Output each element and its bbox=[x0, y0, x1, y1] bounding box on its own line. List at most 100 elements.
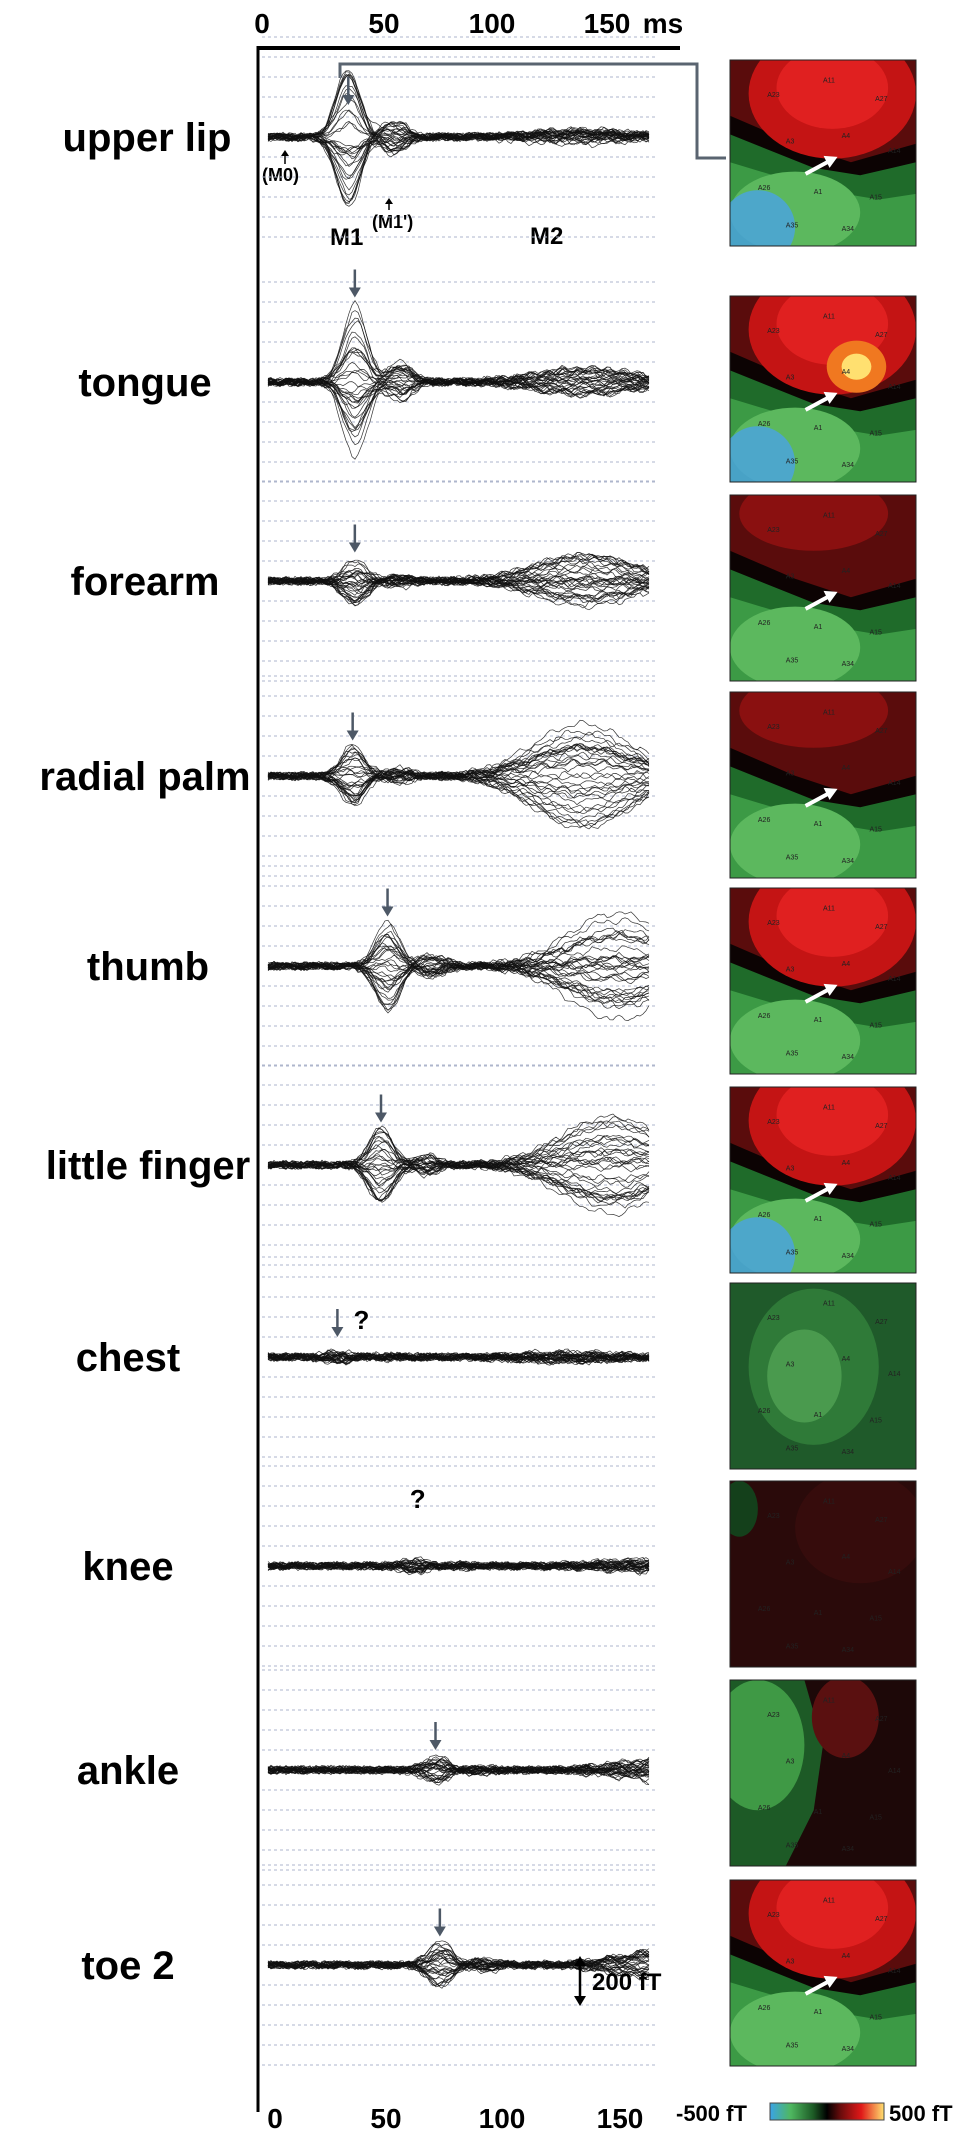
colorbar: -500 fT 500 fT bbox=[676, 2101, 953, 2126]
peak-arrow-head bbox=[331, 1327, 344, 1337]
field-map-tongue: A23 A11 A27 A3 A4 A14 A26 A1 A15 A35 A34 bbox=[729, 295, 917, 483]
map-blob bbox=[730, 1217, 796, 1273]
dipole-arrow-head bbox=[823, 1975, 838, 1988]
dipole-arrow-head bbox=[823, 590, 838, 603]
electrode-label: A35 bbox=[786, 458, 799, 465]
electrode-label: A1 bbox=[814, 1809, 823, 1816]
electrode-label: A4 bbox=[842, 1554, 851, 1561]
uncertain-peak-question: ? bbox=[410, 1484, 426, 1514]
field-map-palm: A23 A11 A27 A3 A4 A14 A26 A1 A15 A35 A34 bbox=[729, 691, 917, 879]
peak-arrow-head bbox=[346, 730, 359, 741]
electrode-label: A35 bbox=[786, 1050, 799, 1057]
electrode-label: A4 bbox=[842, 765, 851, 772]
electrode-label: A11 bbox=[823, 512, 835, 519]
peak-arrow-head bbox=[429, 1740, 442, 1750]
electrode-label: A27 bbox=[875, 924, 888, 931]
trace bbox=[267, 573, 650, 604]
trace bbox=[267, 923, 650, 974]
trace bbox=[267, 1951, 649, 1980]
peak-arrow-head bbox=[348, 287, 361, 298]
bottom-tick-100: 100 bbox=[479, 2103, 526, 2130]
annotation-m2: M2 bbox=[530, 223, 563, 250]
trace-bundle bbox=[267, 70, 650, 207]
electrode-label: A15 bbox=[870, 630, 883, 637]
electrode-label: A34 bbox=[842, 1253, 855, 1260]
trace bbox=[267, 935, 650, 1009]
peak-arrow-head bbox=[342, 95, 355, 105]
trace bbox=[267, 299, 650, 390]
field-map-forearm: A23 A11 A27 A3 A4 A14 A26 A1 A15 A35 A34 bbox=[729, 494, 917, 682]
meg-traces bbox=[267, 70, 650, 1989]
trace bbox=[267, 772, 650, 826]
trace-bundle bbox=[267, 299, 650, 460]
dipole-arrow-head bbox=[823, 787, 838, 800]
electrode-label: A1 bbox=[814, 821, 823, 828]
gridlines bbox=[262, 36, 655, 2066]
electrode-label: A3 bbox=[786, 1560, 795, 1567]
electrode-label: A11 bbox=[823, 1300, 835, 1307]
electrode-label: A27 bbox=[875, 1517, 888, 1524]
electrode-label: A34 bbox=[842, 858, 855, 865]
map-blob bbox=[795, 1481, 916, 1584]
trace bbox=[267, 317, 650, 387]
trace bbox=[267, 120, 650, 141]
annotation-m1-prime: (M1') bbox=[372, 212, 413, 232]
peak-arrow-head bbox=[381, 906, 394, 917]
electrode-label: A26 bbox=[758, 421, 771, 428]
electrode-label: A15 bbox=[870, 1222, 883, 1229]
bottom-tick-0: 0 bbox=[267, 2103, 283, 2130]
field-maps: A23 A11 A27 A3 A4 A14 A26 A1 A15 A35 A34 A23 A11 A27 A… bbox=[729, 59, 917, 2067]
electrode-label: A1 bbox=[814, 1412, 823, 1419]
map-blob bbox=[730, 1680, 805, 1811]
bottom-tick-150: 150 bbox=[597, 2103, 644, 2130]
electrode-label: A1 bbox=[814, 2009, 823, 2016]
electrode-label: A26 bbox=[758, 1013, 771, 1020]
trace-bundle bbox=[267, 1556, 650, 1576]
map-blob bbox=[841, 353, 872, 380]
trace bbox=[267, 1349, 650, 1365]
electrode-label: A11 bbox=[823, 1498, 835, 1505]
electrode-label: A26 bbox=[758, 1408, 771, 1415]
row-label: ankle bbox=[77, 1749, 179, 1793]
electrode-label: A27 bbox=[875, 96, 888, 103]
electrode-label: A35 bbox=[786, 222, 799, 229]
dipole-arrow-head bbox=[823, 155, 838, 168]
electrode-label: A27 bbox=[875, 1123, 888, 1130]
electrode-label: A3 bbox=[786, 1959, 795, 1966]
electrode-label: A11 bbox=[823, 1697, 835, 1704]
electrode-label: A35 bbox=[786, 1842, 799, 1849]
trace bbox=[267, 132, 650, 156]
map-frame bbox=[729, 887, 917, 1075]
field-map-thumb: A23 A11 A27 A3 A4 A14 A26 A1 A15 A35 A34 bbox=[729, 887, 917, 1075]
electrode-label: A11 bbox=[823, 313, 835, 320]
trace bbox=[267, 744, 650, 788]
electrode-label: A15 bbox=[870, 431, 883, 438]
field-map-ankle: A23 A11 A27 A3 A4 A14 A26 A1 A15 A35 A34 bbox=[729, 1679, 917, 1867]
electrode-label: A14 bbox=[888, 1371, 901, 1378]
trace bbox=[267, 765, 650, 799]
lip-map-connector bbox=[338, 62, 726, 160]
trace bbox=[267, 570, 650, 586]
electrode-label: A3 bbox=[786, 967, 795, 974]
electrode-label: A34 bbox=[842, 226, 855, 233]
electrode-label: A26 bbox=[758, 1805, 771, 1812]
row-label: thumb bbox=[87, 945, 209, 989]
electrode-label: A23 bbox=[767, 527, 780, 534]
electrode-label: A34 bbox=[842, 1054, 855, 1061]
trace bbox=[267, 1759, 650, 1775]
bottom-axis: 0 50 100 150 bbox=[267, 2103, 643, 2130]
electrode-label: A15 bbox=[870, 2015, 883, 2022]
map-blob bbox=[776, 60, 889, 129]
electrode-label: A34 bbox=[842, 462, 855, 469]
electrode-label: A26 bbox=[758, 185, 771, 192]
electrode-label: A23 bbox=[767, 920, 780, 927]
trace-bundle bbox=[267, 719, 650, 830]
electrode-label: A26 bbox=[758, 2005, 771, 2012]
map-blob bbox=[730, 606, 861, 681]
electrode-label: A1 bbox=[814, 189, 823, 196]
electrode-label: A26 bbox=[758, 1212, 771, 1219]
map-blob bbox=[811, 1680, 879, 1759]
electrode-label: A3 bbox=[786, 1759, 795, 1766]
uncertain-peak-question: ? bbox=[353, 1305, 369, 1335]
field-map-lip: A23 A11 A27 A3 A4 A14 A26 A1 A15 A35 A34 bbox=[729, 59, 917, 247]
